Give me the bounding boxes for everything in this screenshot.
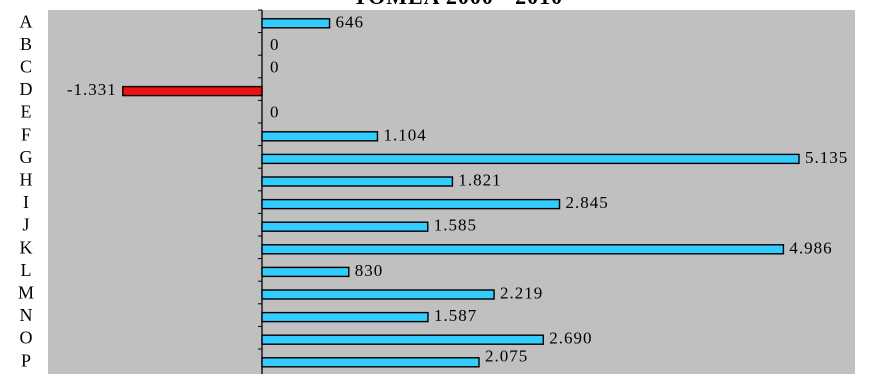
value-label-p: 2.075 [485,346,528,365]
bar-m [261,289,495,300]
category-label-o: O [20,328,33,348]
bar-i [261,198,561,210]
value-label-f: 1.104 [383,125,426,144]
category-label-p: P [21,350,31,370]
value-label-c: 0 [270,58,280,77]
bar-f [261,131,379,142]
category-label-d: D [20,79,33,99]
value-label-j: 1.585 [434,216,477,235]
category-label-h: H [20,170,33,190]
value-label-i: 2.845 [566,193,609,212]
bar-k [261,244,785,255]
category-label-c: C [20,57,32,77]
bar-l [261,266,350,278]
bar-g [261,153,800,165]
category-label-m: M [18,283,34,303]
bar-d [122,85,263,97]
category-label-f: F [21,124,31,144]
bar-p [261,357,480,368]
category-label-n: N [20,305,33,325]
value-label-a: 646 [336,12,365,31]
value-label-e: 0 [270,103,280,122]
category-label-e: E [21,102,32,122]
category-label-l: L [21,260,32,280]
category-label-k: K [20,237,33,257]
category-label-g: G [20,147,33,167]
value-labels-layer: 646 0 0 -1.331 0 1.104 5.135 1.821 2.845 1.585 4.9… [67,12,848,365]
value-label-b: 0 [270,35,280,54]
chart-title: ΤΟΜΕΑ 2000 - 2010 [353,0,563,9]
bars-layer [122,18,800,368]
value-label-o: 2.690 [549,329,592,348]
value-label-n: 1.587 [434,306,477,325]
bar-j [261,221,429,232]
bar-h [261,176,454,187]
plot-area [48,10,855,374]
bar-o [261,334,545,345]
value-label-g: 5.135 [805,148,848,167]
value-label-h: 1.821 [458,171,501,190]
bar-n [261,311,429,323]
category-label-a: A [20,11,33,31]
bar-a [261,18,331,29]
category-label-j: J [22,215,29,235]
value-label-k: 4.986 [789,238,832,257]
category-label-i: I [23,192,29,212]
value-label-d: -1.331 [67,80,117,99]
value-label-m: 2.219 [500,284,543,303]
value-label-l: 830 [355,261,384,280]
category-label-b: B [20,34,32,54]
